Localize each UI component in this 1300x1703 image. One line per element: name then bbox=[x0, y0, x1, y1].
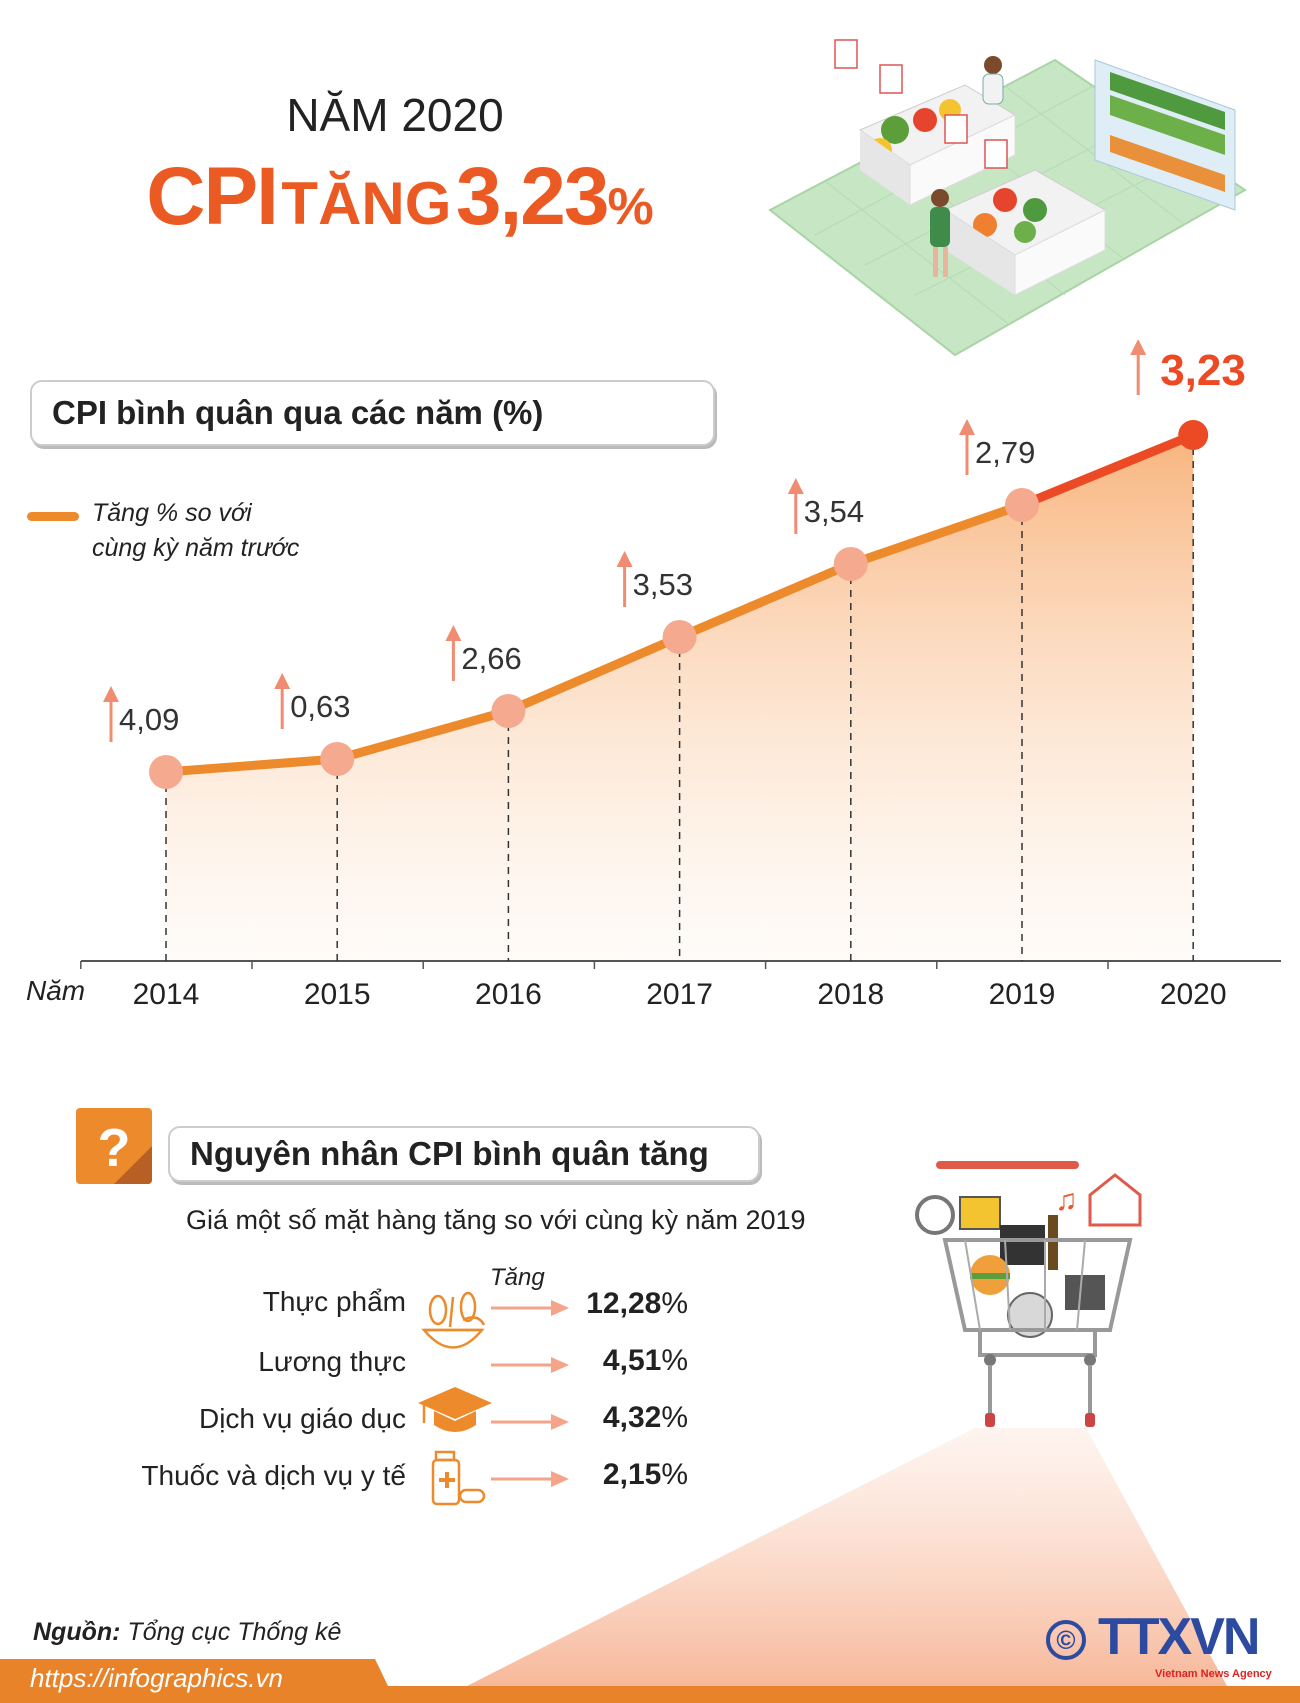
reason-value-number: 4,51 bbox=[602, 1344, 662, 1377]
up-arrow-icon-head bbox=[103, 686, 119, 702]
svg-text:?: ? bbox=[98, 1118, 131, 1178]
ttxvn-logo: TTXVN bbox=[1098, 1608, 1260, 1666]
up-arrow-icon-head bbox=[274, 673, 291, 689]
headline-verb: TĂNG bbox=[281, 170, 452, 237]
reason-value: 4,32% bbox=[603, 1401, 688, 1435]
increase-arrow bbox=[491, 1471, 569, 1487]
data-label: 3,54 bbox=[804, 494, 864, 529]
reason-value-unit: % bbox=[661, 1458, 688, 1491]
reason-value-number: 4,32 bbox=[602, 1401, 662, 1434]
website-link[interactable]: https://infographics.vn bbox=[30, 1663, 283, 1693]
data-point bbox=[1005, 488, 1039, 522]
x-tick-label: 2018 bbox=[817, 978, 884, 1011]
increase-arrow bbox=[491, 1414, 569, 1430]
headline-value: 3,23 bbox=[455, 151, 610, 242]
light-beam bbox=[0, 1428, 1300, 1703]
reason-value-unit: % bbox=[661, 1401, 688, 1434]
svg-text:♫: ♫ bbox=[1055, 1184, 1078, 1217]
data-label: 0,63 bbox=[290, 689, 350, 724]
reason-value-number: 2,15 bbox=[602, 1458, 662, 1491]
data-label: 4,09 bbox=[119, 702, 179, 737]
x-tick-label: 2014 bbox=[133, 978, 200, 1011]
x-axis-label: Năm bbox=[26, 975, 86, 1006]
supermarket-illustration bbox=[768, 39, 1247, 357]
reason-value-number: 12,28 bbox=[586, 1287, 662, 1320]
x-tick-label: 2015 bbox=[304, 978, 371, 1011]
food-bowl-icon bbox=[421, 1291, 486, 1349]
reason-value-unit: % bbox=[661, 1344, 688, 1377]
data-point bbox=[1178, 420, 1209, 450]
up-arrow-icon-head bbox=[445, 625, 462, 641]
x-tick-label: 2017 bbox=[646, 978, 713, 1011]
year-title: NĂM 2020 bbox=[286, 89, 504, 141]
reasons-subtitle: Giá một số mặt hàng tăng so với cùng kỳ … bbox=[186, 1205, 806, 1235]
shopping-cart-illustration: ♫ bbox=[915, 1161, 1142, 1427]
headline: CPI TĂNG 3,23% bbox=[110, 150, 690, 244]
increase-arrow bbox=[491, 1300, 569, 1316]
data-point bbox=[833, 547, 868, 581]
reason-value: 4,51% bbox=[603, 1344, 688, 1378]
question-icon: ? bbox=[76, 1108, 152, 1184]
x-tick-label: 2020 bbox=[1160, 978, 1227, 1011]
data-point bbox=[149, 755, 183, 789]
cpi-line-chart: 4,09 2014 0,63 2015 2,66 2016 3,53 2017 3,54 2018… bbox=[80, 340, 1281, 1011]
reason-value: 2,15% bbox=[603, 1458, 688, 1492]
reason-label: Dịch vụ giáo dục bbox=[198, 1403, 406, 1434]
chart-title: CPI bình quân qua các năm (%) bbox=[30, 380, 715, 446]
increase-label: Tăng bbox=[490, 1264, 545, 1291]
x-tick-label: 2016 bbox=[475, 978, 542, 1011]
data-label: 3,53 bbox=[633, 567, 693, 602]
up-arrow-icon-head bbox=[616, 551, 633, 567]
up-arrow-icon-head bbox=[787, 478, 804, 494]
reason-value: 12,28% bbox=[586, 1287, 688, 1321]
source-label: Nguồn: bbox=[33, 1618, 121, 1646]
source-note: Nguồn: Tổng cục Thống kê bbox=[33, 1618, 341, 1647]
reason-label: Thuốc và dịch vụ y tế bbox=[141, 1460, 406, 1491]
data-label: 2,79 bbox=[975, 435, 1035, 470]
copyright-icon: © bbox=[1046, 1620, 1086, 1660]
reasons-title: Nguyên nhân CPI bình quân tăng bbox=[168, 1126, 760, 1182]
legend-line-2: cùng kỳ năm trước bbox=[92, 534, 300, 562]
medicine-bottle-icon bbox=[431, 1450, 486, 1506]
x-tick-label: 2019 bbox=[989, 978, 1056, 1011]
data-label: 3,23 bbox=[1160, 346, 1246, 395]
legend-text: Tăng % so với cùng kỳ năm trước bbox=[92, 496, 299, 566]
increase-arrow bbox=[491, 1357, 569, 1373]
chart-area-fill bbox=[166, 435, 1194, 961]
up-arrow-icon-head bbox=[1130, 340, 1147, 355]
legend-line-1: Tăng % so với bbox=[92, 499, 252, 527]
data-point bbox=[662, 620, 697, 654]
series-line-highlight bbox=[1017, 430, 1198, 510]
data-label: 2,66 bbox=[461, 641, 521, 676]
headline-cpi: CPI bbox=[146, 151, 279, 242]
ttxvn-logo-subtitle: Vietnam News Agency bbox=[1155, 1668, 1272, 1680]
data-point bbox=[320, 742, 355, 776]
series-line bbox=[165, 500, 1024, 777]
source-name: Tổng cục Thống kê bbox=[127, 1618, 342, 1646]
legend-line-swatch bbox=[27, 512, 79, 521]
data-point bbox=[491, 694, 526, 728]
reason-label: Lương thực bbox=[258, 1346, 406, 1377]
up-arrow-icon-head bbox=[959, 419, 975, 435]
headline-pct: % bbox=[607, 178, 654, 236]
reason-value-unit: % bbox=[661, 1287, 688, 1320]
reason-label: Thực phẩm bbox=[262, 1286, 406, 1317]
graduation-cap-icon bbox=[418, 1387, 492, 1432]
